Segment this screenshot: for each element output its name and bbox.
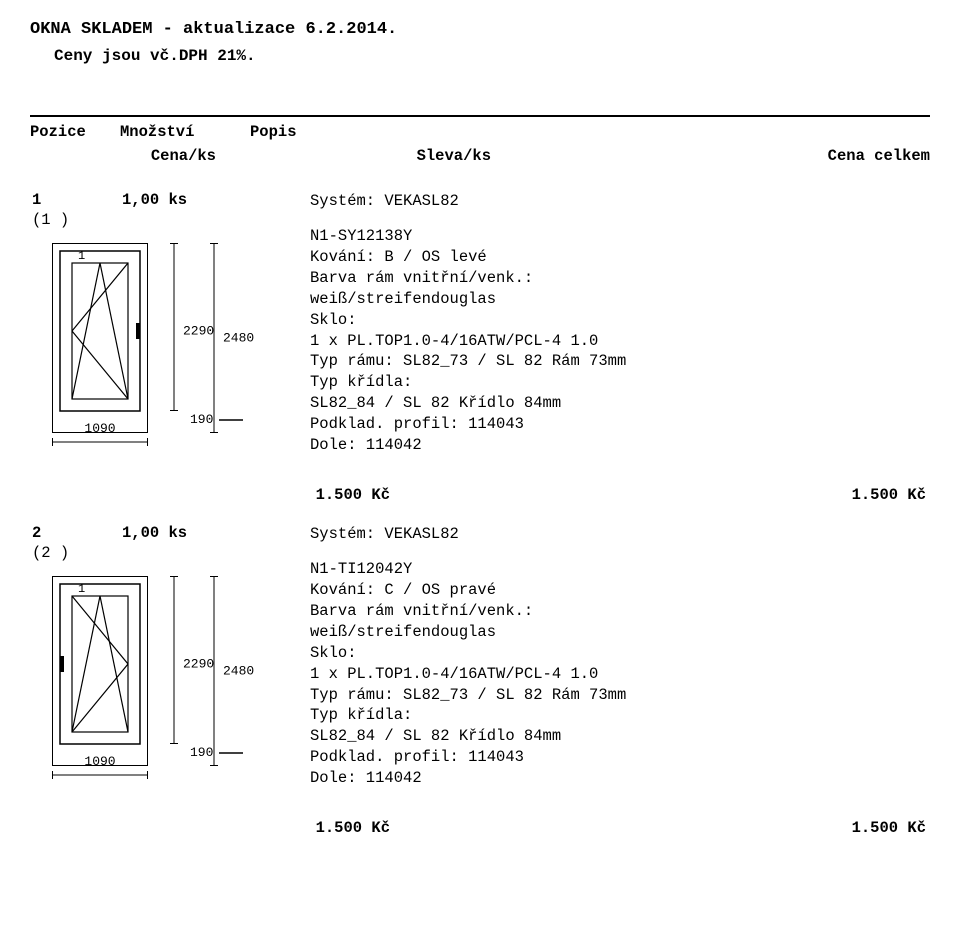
svg-text:1: 1 <box>78 249 85 263</box>
spec-line: 1 x PL.TOP1.0-4/16ATW/PCL-4 1.0 <box>310 331 930 352</box>
price-row: 1.500 Kč 1.500 Kč <box>30 819 930 837</box>
price-row: 1.500 Kč 1.500 Kč <box>30 486 930 504</box>
spec-line: Barva rám vnitřní/venk.: <box>310 268 930 289</box>
col-cena-celkem: Cena celkem <box>491 147 930 165</box>
item-block: 1 1,00 ks (1 ) 1 2290 <box>30 191 930 456</box>
spec-line: Typ rámu: SL82_73 / SL 82 Rám 73mm <box>310 685 930 706</box>
col-mnozstvi: Množství <box>120 123 250 141</box>
item-block: 2 1,00 ks (2 ) 1 2290 <box>30 524 930 789</box>
spec-line: Dole: 114042 <box>310 768 930 789</box>
header-rule <box>30 115 930 117</box>
spec-line: Typ křídla: <box>310 705 930 726</box>
spec-line: SL82_84 / SL 82 Křídlo 84mm <box>310 726 930 747</box>
spec-line: Kování: C / OS pravé <box>310 580 930 601</box>
spec-line: Podklad. profil: 114043 <box>310 747 930 768</box>
price-ks: 1.500 Kč <box>30 486 390 504</box>
window-drawing: 1 <box>52 243 148 433</box>
spec-line: N1-TI12042Y <box>310 559 930 580</box>
item-paren: (1 ) <box>32 211 290 229</box>
spec-line: 1 x PL.TOP1.0-4/16ATW/PCL-4 1.0 <box>310 664 930 685</box>
dim-h-low: 190 <box>190 412 243 427</box>
spec-line: Dole: 114042 <box>310 435 930 456</box>
spec-line: weiß/streifendouglas <box>310 289 930 310</box>
window-drawing: 1 <box>52 576 148 766</box>
price-total: 1.500 Kč <box>390 819 930 837</box>
spec-line: weiß/streifendouglas <box>310 622 930 643</box>
item-system: Systém: VEKASL82 <box>310 524 930 545</box>
dim-h-outer: 2480 <box>223 331 254 346</box>
dim-w: 1090 <box>84 421 115 436</box>
spec-line: Typ křídla: <box>310 372 930 393</box>
col-pozice: Pozice <box>30 123 120 141</box>
item-qty: 1,00 ks <box>122 191 252 209</box>
price-total: 1.500 Kč <box>390 486 930 504</box>
price-ks: 1.500 Kč <box>30 819 390 837</box>
table-subheader: Cena/ks Sleva/ks Cena celkem <box>30 147 930 171</box>
dim-h-low: 190 <box>190 745 243 760</box>
col-sleva-ks: Sleva/ks <box>216 147 491 165</box>
spec-line: Kování: B / OS levé <box>310 247 930 268</box>
svg-text:1: 1 <box>78 582 85 596</box>
dim-h-outer: 2480 <box>223 664 254 679</box>
item-system: Systém: VEKASL82 <box>310 191 930 212</box>
doc-title: OKNA SKLADEM - aktualizace 6.2.2014. <box>30 20 930 39</box>
spec-line: Typ rámu: SL82_73 / SL 82 Rám 73mm <box>310 351 930 372</box>
item-num: 2 <box>32 524 122 542</box>
spec-line: N1-SY12138Y <box>310 226 930 247</box>
dim-w: 1090 <box>84 754 115 769</box>
col-popis: Popis <box>250 123 550 141</box>
item-paren: (2 ) <box>32 544 290 562</box>
drawing-area: 1 2290 2480 190 <box>32 243 290 453</box>
spec-line: Podklad. profil: 114043 <box>310 414 930 435</box>
spec-line: Barva rám vnitřní/venk.: <box>310 601 930 622</box>
item-num: 1 <box>32 191 122 209</box>
col-cena-ks: Cena/ks <box>30 147 216 165</box>
drawing-area: 1 2290 2480 190 <box>32 576 290 786</box>
spec-line: Sklo: <box>310 643 930 664</box>
doc-subtitle: Ceny jsou vč.DPH 21%. <box>54 47 930 65</box>
spec-line: Sklo: <box>310 310 930 331</box>
item-qty: 1,00 ks <box>122 524 252 542</box>
spec-line: SL82_84 / SL 82 Křídlo 84mm <box>310 393 930 414</box>
table-header: Pozice Množství Popis <box>30 121 930 147</box>
